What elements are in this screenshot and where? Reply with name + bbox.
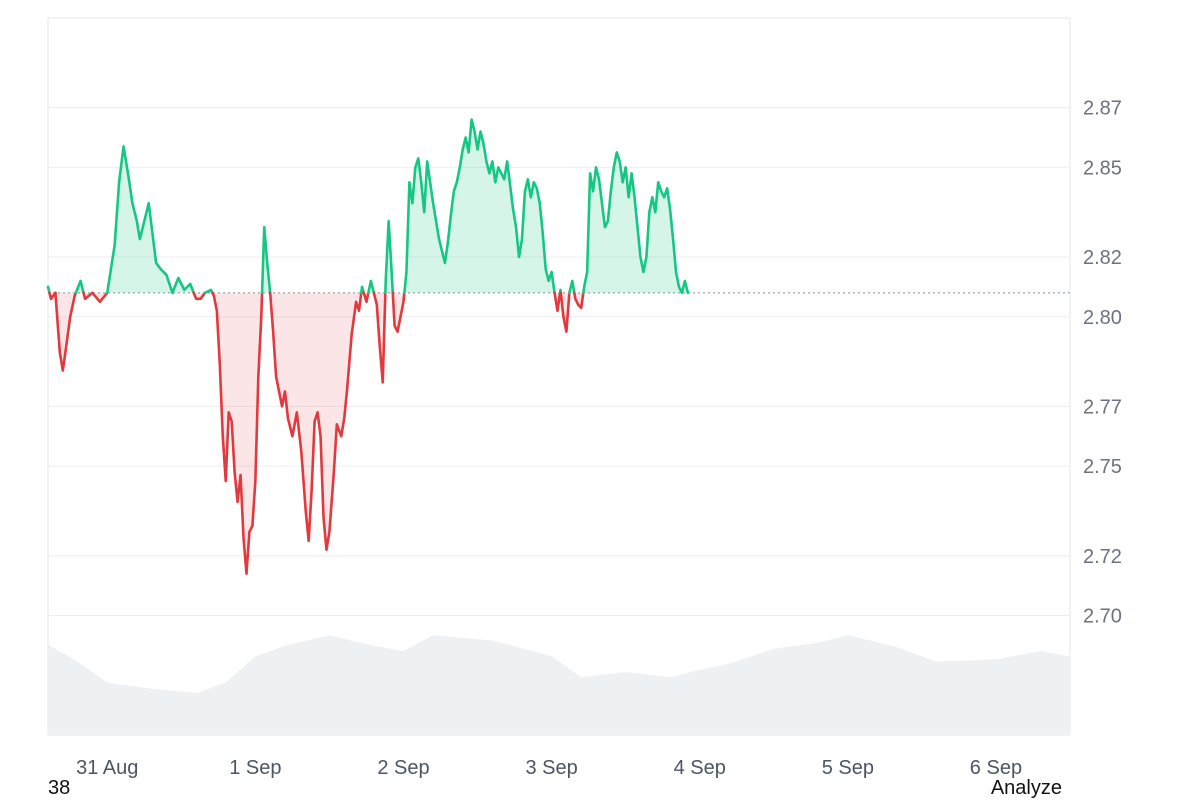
volume-area [48, 635, 1070, 735]
x-tick-label: 4 Sep [674, 757, 726, 779]
y-tick-label: 2.80 [1083, 307, 1122, 329]
x-tick-label: 31 Aug [76, 757, 138, 779]
area-fill-below-baseline [212, 293, 262, 574]
y-tick-label: 2.70 [1083, 606, 1122, 628]
footer-left-label: 38 [48, 776, 70, 800]
y-tick-label: 2.77 [1083, 396, 1122, 418]
x-tick-label: 1 Sep [229, 757, 281, 779]
y-tick-label: 2.87 [1083, 98, 1122, 120]
y-tick-label: 2.72 [1083, 546, 1122, 568]
y-tick-label: 2.82 [1083, 247, 1122, 269]
y-tick-label: 2.85 [1083, 157, 1122, 179]
x-tick-label: 3 Sep [525, 757, 577, 779]
x-tick-label: 5 Sep [822, 757, 874, 779]
y-tick-label: 2.75 [1083, 456, 1122, 478]
x-tick-label: 2 Sep [377, 757, 429, 779]
analyze-link[interactable]: Analyze [991, 776, 1062, 800]
